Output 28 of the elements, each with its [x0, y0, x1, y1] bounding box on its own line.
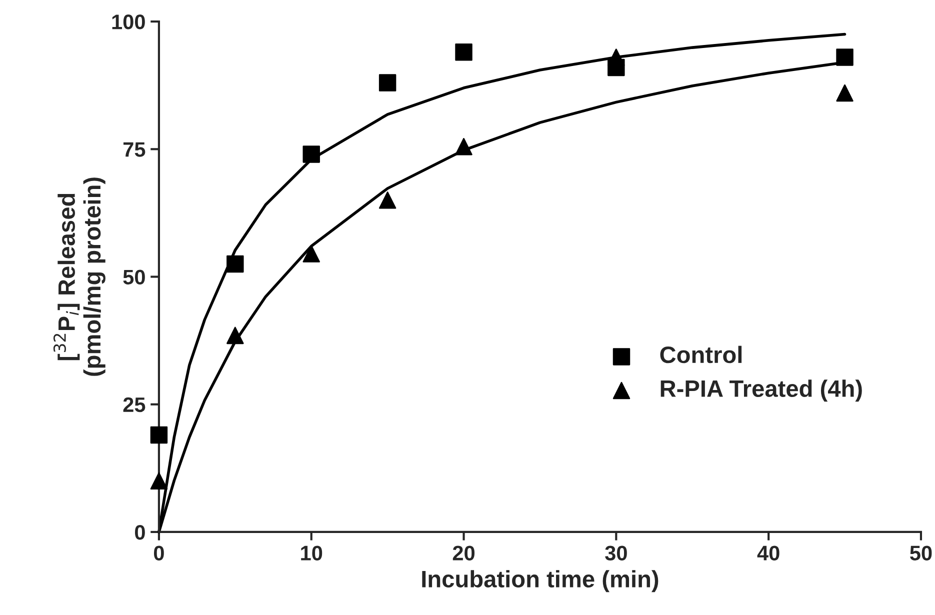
legend-label: R-PIA Treated (4h) [660, 380, 862, 402]
y-tick-label: 0 [134, 524, 145, 540]
point [836, 84, 854, 102]
y-tick-label: 75 [123, 142, 146, 157]
x-tick-label: 20 [452, 546, 474, 560]
point [150, 426, 168, 444]
x-axis-title: Incubation time (min) [422, 570, 658, 592]
y-tick-label: 50 [123, 270, 145, 285]
x-tick-label: 10 [301, 546, 322, 560]
x-tick-label: 0 [154, 546, 164, 560]
point [836, 48, 854, 66]
y-axis-title: [$^{32}$P$_{i}$] Released (pmol/mg protein) [53, 178, 106, 376]
point [455, 44, 472, 61]
x-tick-label: 40 [757, 546, 780, 560]
point [150, 472, 168, 490]
x-tick-label: 50 [910, 546, 932, 560]
point [455, 138, 472, 156]
point [226, 326, 244, 344]
legend-label: Control [660, 346, 742, 364]
y-tick-label: 100 [112, 14, 145, 30]
point [302, 146, 320, 163]
point [608, 48, 625, 66]
point [226, 255, 244, 273]
point [302, 245, 320, 262]
point [378, 74, 396, 92]
point [378, 192, 396, 209]
x-tick-label: 30 [605, 546, 627, 560]
y-tick-label: 25 [123, 397, 146, 412]
